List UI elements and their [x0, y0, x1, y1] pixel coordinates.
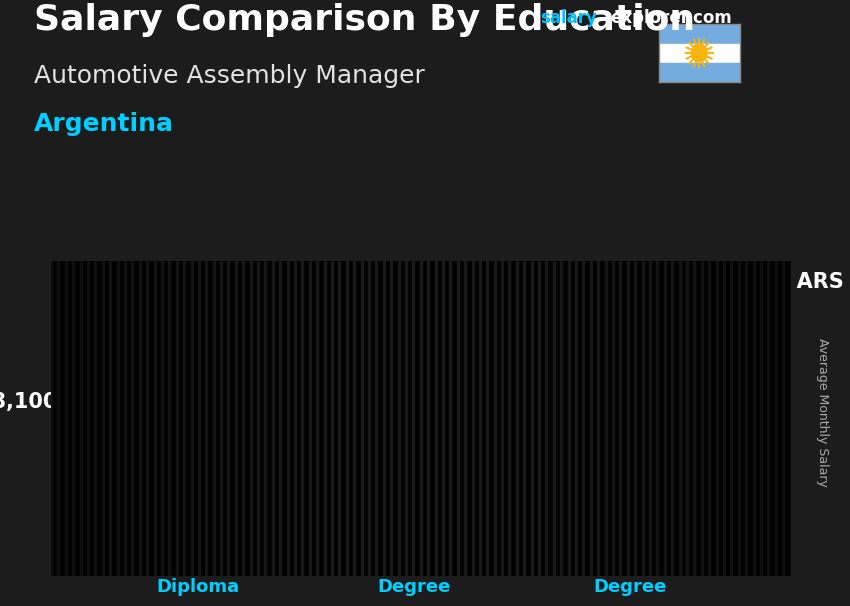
Text: +59%: +59%: [219, 324, 326, 357]
Polygon shape: [341, 356, 487, 371]
Text: Master's
Degree: Master's Degree: [586, 558, 673, 596]
Bar: [659, 44, 740, 62]
Text: Salary Comparison By Education: Salary Comparison By Education: [34, 3, 695, 37]
Polygon shape: [125, 435, 250, 542]
Polygon shape: [683, 299, 703, 542]
Text: Argentina: Argentina: [34, 112, 174, 136]
Text: explorer.com: explorer.com: [610, 9, 732, 27]
Polygon shape: [558, 299, 703, 314]
Text: 60,700 ARS: 60,700 ARS: [195, 328, 330, 348]
Text: salary: salary: [540, 9, 597, 27]
Polygon shape: [250, 419, 270, 542]
Polygon shape: [558, 314, 683, 542]
Text: 38,100 ARS: 38,100 ARS: [0, 392, 111, 412]
Bar: [659, 62, 740, 82]
Polygon shape: [467, 356, 487, 542]
Text: +33%: +33%: [469, 267, 577, 300]
Text: Average Monthly Salary: Average Monthly Salary: [816, 338, 829, 487]
Polygon shape: [341, 371, 467, 542]
Text: Certificate or
Diploma: Certificate or Diploma: [131, 558, 264, 596]
Polygon shape: [125, 419, 270, 435]
Bar: [659, 24, 740, 44]
Text: 81,000 ARS: 81,000 ARS: [709, 271, 843, 291]
Text: Bachelor's
Degree: Bachelor's Degree: [361, 558, 467, 596]
Text: Automotive Assembly Manager: Automotive Assembly Manager: [34, 64, 425, 88]
Circle shape: [691, 44, 707, 62]
